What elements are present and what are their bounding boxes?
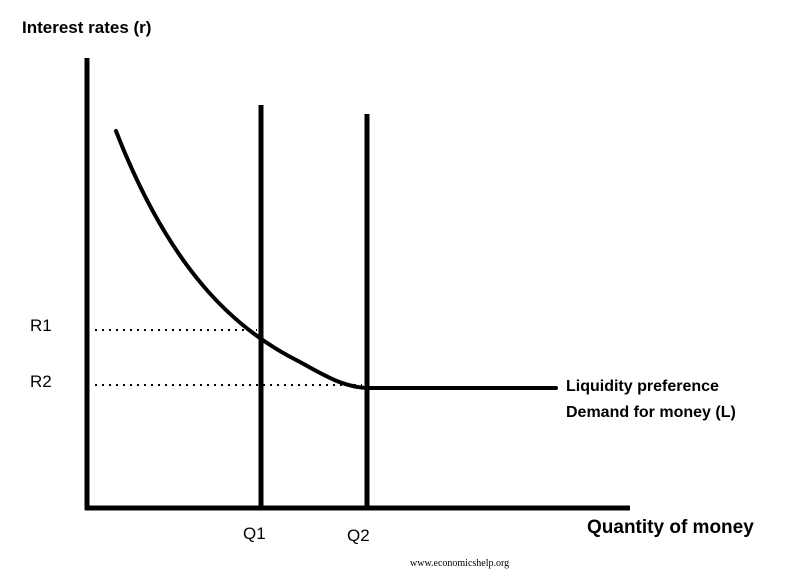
- source-credit: www.economicshelp.org: [410, 558, 509, 569]
- rate-label-r2: R2: [30, 372, 52, 391]
- y-axis-label: Interest rates (r): [22, 18, 151, 37]
- x-axis-label: Quantity of money: [587, 517, 754, 538]
- curve-label-line2: Demand for money (L): [566, 404, 736, 421]
- rate-label-r1: R1: [30, 316, 52, 335]
- quantity-label-q1: Q1: [243, 524, 266, 543]
- liquidity-preference-curve: [114, 129, 558, 390]
- curve-label-line1: Liquidity preference: [566, 378, 719, 395]
- quantity-label-q2: Q2: [347, 526, 370, 545]
